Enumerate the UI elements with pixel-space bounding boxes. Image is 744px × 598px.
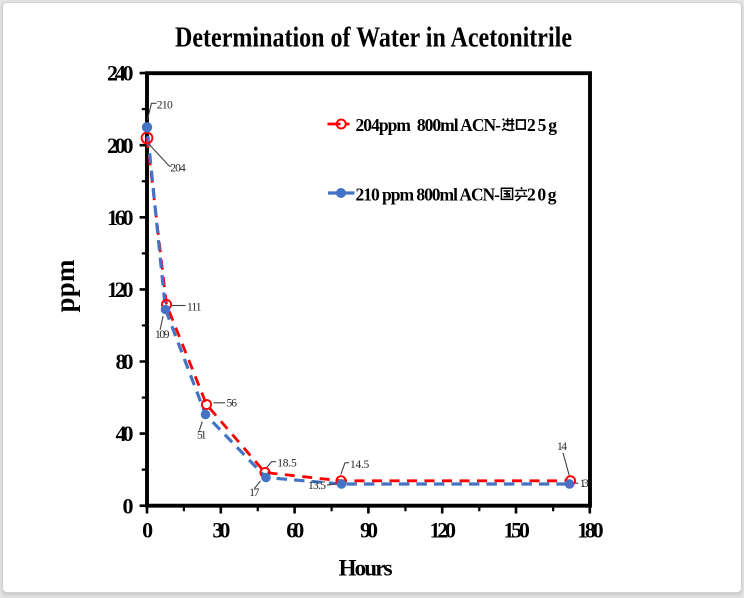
svg-text:20g: 20g (527, 185, 557, 205)
svg-text:210: 210 (157, 99, 173, 111)
svg-text:30: 30 (212, 518, 230, 543)
svg-text:180: 180 (577, 518, 604, 543)
svg-text:0: 0 (123, 493, 134, 518)
svg-text:80: 80 (116, 349, 134, 374)
svg-text:120: 120 (107, 277, 134, 302)
svg-text:240: 240 (107, 61, 134, 86)
svg-text:Determination of Water in Acet: Determination of Water in Acetonitrile (175, 22, 572, 54)
svg-text:200: 200 (107, 133, 134, 158)
svg-text:56: 56 (227, 398, 238, 410)
svg-text:120: 120 (430, 518, 457, 543)
svg-text:0: 0 (142, 518, 153, 543)
svg-text:51: 51 (197, 430, 207, 442)
svg-text:13: 13 (580, 478, 589, 490)
svg-text:90: 90 (360, 518, 378, 543)
svg-text:40: 40 (116, 421, 134, 446)
svg-text:17: 17 (249, 487, 260, 499)
svg-text:ppm: ppm (50, 259, 80, 313)
svg-text:210 ppm 800ml ACN-: 210 ppm 800ml ACN- (356, 185, 501, 205)
svg-text:160: 160 (107, 205, 134, 230)
svg-text:150: 150 (503, 518, 530, 543)
svg-text:204ppm 800ml ACN-: 204ppm 800ml ACN- (356, 115, 502, 135)
svg-text:14.5: 14.5 (350, 459, 370, 471)
svg-text:60: 60 (286, 518, 304, 543)
svg-text:18.5: 18.5 (277, 458, 297, 470)
svg-text:Hours: Hours (339, 556, 393, 581)
svg-text:204: 204 (170, 163, 186, 175)
svg-text:25g: 25g (527, 115, 557, 135)
svg-text:14: 14 (557, 441, 567, 453)
svg-text:109: 109 (155, 329, 170, 341)
svg-text:111: 111 (187, 302, 202, 314)
svg-text:13.5: 13.5 (308, 480, 326, 492)
